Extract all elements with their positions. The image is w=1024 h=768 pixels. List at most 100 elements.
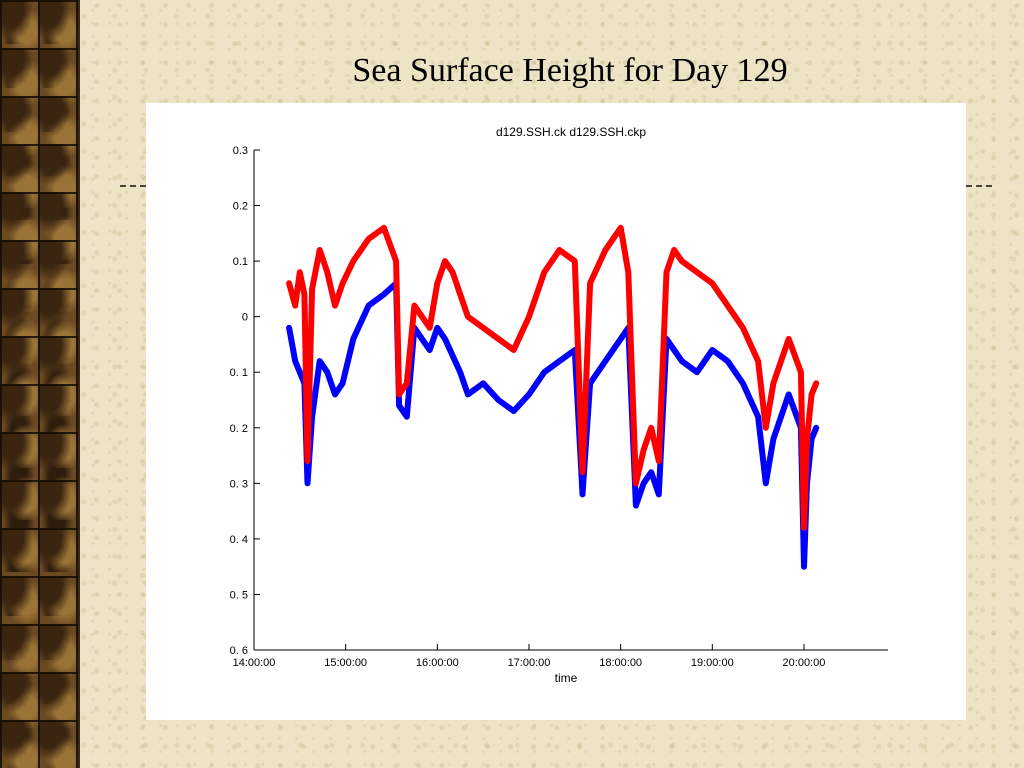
series-0-point xyxy=(672,348,677,352)
series-1-point xyxy=(427,325,432,330)
series-0-point xyxy=(649,470,654,475)
series-1-point xyxy=(633,481,638,486)
series-1-point xyxy=(786,336,791,341)
series-0-point xyxy=(801,564,806,569)
y-tick-label: 0. 3 xyxy=(230,478,248,490)
series-0-point xyxy=(481,381,486,386)
series-0-point xyxy=(641,481,646,486)
series-1-point xyxy=(763,425,768,430)
series-0-point xyxy=(656,492,661,497)
series-0-point xyxy=(809,436,814,441)
series-1-point xyxy=(305,459,310,464)
series-1-point xyxy=(297,270,302,275)
y-tick-label: 0. 5 xyxy=(230,589,248,601)
series-1-point xyxy=(465,314,470,319)
decorative-border xyxy=(0,0,80,768)
series-0-point xyxy=(679,359,684,364)
x-tick-label: 17:00:00 xyxy=(508,657,551,669)
slide-title: Sea Surface Height for Day 129 xyxy=(352,52,788,89)
x-tick-label: 18:00:00 xyxy=(599,657,642,669)
y-tick-label: 0. 2 xyxy=(230,423,248,435)
x-tick-label: 19:00:00 xyxy=(691,657,734,669)
series-1-point xyxy=(580,470,585,475)
series-1-point xyxy=(664,270,669,275)
series-0-point xyxy=(420,336,425,341)
slide-rule-right xyxy=(966,185,992,187)
x-tick-label: 20:00:00 xyxy=(783,657,826,669)
series-1-point xyxy=(740,325,745,330)
series-0-point xyxy=(740,381,745,386)
series-1-point xyxy=(340,281,345,286)
series-1-point xyxy=(526,314,531,319)
series-0-point xyxy=(305,481,310,486)
series-1-point xyxy=(572,259,577,264)
series-0-point xyxy=(542,370,547,375)
series-1-point xyxy=(332,303,337,308)
y-tick-label: 0.2 xyxy=(233,201,248,213)
series-1-point xyxy=(771,381,776,386)
series-0-point xyxy=(404,414,409,419)
series-0-point xyxy=(297,370,302,375)
series-1-point xyxy=(649,425,654,430)
series-1-point xyxy=(351,259,356,264)
series-1-point xyxy=(809,392,814,397)
series-0-point xyxy=(397,403,402,408)
border-tile-grid xyxy=(0,0,78,768)
series-1-point xyxy=(710,281,715,286)
series-0-point xyxy=(786,392,791,397)
series-0-point xyxy=(427,348,432,352)
series-0-point xyxy=(325,370,330,375)
chart-title: d129.SSH.ck d129.SSH.ckp xyxy=(496,125,646,139)
series-1-point xyxy=(481,325,486,330)
series-1-point xyxy=(695,270,700,275)
series-1-point xyxy=(672,248,677,252)
series-0-point xyxy=(340,381,345,386)
series-0-point xyxy=(710,348,715,352)
series-1-point xyxy=(511,348,516,352)
series-0-point xyxy=(618,336,623,341)
slide-rule-left xyxy=(120,185,146,187)
series-1-point xyxy=(412,303,417,308)
series-1-point xyxy=(397,392,402,397)
series-0-point xyxy=(511,409,516,414)
series-0-point xyxy=(287,325,292,330)
series-1-point xyxy=(293,303,298,308)
series-1-point xyxy=(603,248,608,252)
series-1-point xyxy=(287,281,292,286)
series-1-point xyxy=(801,525,806,530)
series-1-point xyxy=(542,270,547,275)
series-0-point xyxy=(332,392,337,397)
series-0-point xyxy=(763,481,768,486)
series-1-point xyxy=(302,292,307,297)
x-tick-label: 15:00:00 xyxy=(324,657,367,669)
series-1-point xyxy=(656,459,661,464)
series-line-0 xyxy=(286,280,820,570)
series-0-point xyxy=(435,325,440,330)
series-1-point xyxy=(325,270,330,275)
series-0-point xyxy=(526,392,531,397)
series-1-point xyxy=(496,336,501,341)
y-tick-label: 0. 6 xyxy=(230,645,248,657)
series-1-point xyxy=(366,236,371,241)
series-1-point xyxy=(641,448,646,452)
series-1-point xyxy=(756,359,761,364)
series-0-point xyxy=(756,414,761,419)
series-1-point xyxy=(435,281,440,286)
series-1-point xyxy=(381,225,386,230)
series-1-point xyxy=(798,370,803,375)
series-0-point xyxy=(580,492,585,497)
series-1-point xyxy=(814,381,819,386)
series-0-point xyxy=(351,336,356,341)
y-tick-label: 0.1 xyxy=(233,256,248,268)
series-1-point xyxy=(458,292,463,297)
series-0-point xyxy=(814,425,819,430)
ssh-chart: d129.SSH.ck d129.SSH.ckp time 0.3 0.2 0.1 0… xyxy=(230,125,888,685)
series-0-point xyxy=(771,436,776,441)
series-0-point xyxy=(603,359,608,364)
series-1-point xyxy=(450,270,455,275)
x-tick-label: 14:00:00 xyxy=(233,657,276,669)
series-0-point xyxy=(442,336,447,341)
series-1-point xyxy=(442,259,447,264)
series-1-point xyxy=(679,259,684,264)
series-0-point xyxy=(366,303,371,308)
